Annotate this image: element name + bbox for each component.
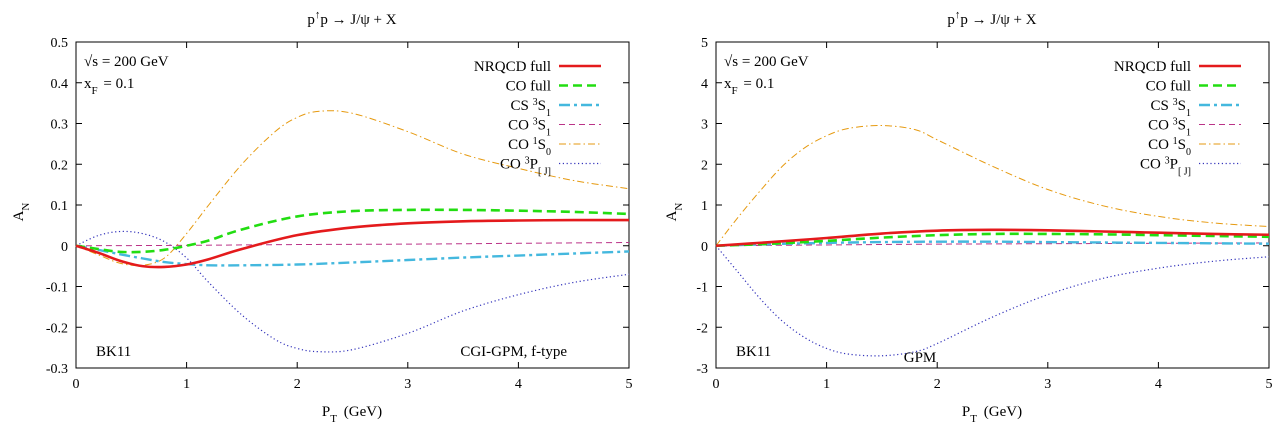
legend-label-5: CO 1S0	[1148, 136, 1191, 158]
y-tick-label: 0	[61, 240, 68, 255]
legend-label-2: CO full	[1146, 79, 1191, 95]
y-tick-label: -0.3	[46, 362, 68, 377]
legend-label-3: CS 3S1	[1151, 97, 1191, 119]
y-tick-label: 0.1	[51, 199, 69, 214]
left-annotation-xf: xF = 0.1	[84, 76, 134, 97]
left-chart-title: p↑p → J/ψ + X	[307, 9, 396, 28]
legend-label-5: CO 1S0	[508, 136, 551, 158]
series-line-3	[75, 244, 630, 267]
x-tick-label: 1	[183, 377, 190, 392]
y-tick-label: 0.4	[51, 77, 69, 92]
legend-label-4: CO 3S1	[1148, 116, 1191, 138]
y-tick-label: 0.2	[51, 158, 69, 173]
series-line-6	[715, 245, 1270, 357]
y-tick-label: 2	[701, 158, 708, 173]
y-tick-label: -2	[696, 321, 708, 336]
left-y-axis-label: AN	[11, 203, 32, 222]
y-tick-label: 3	[701, 118, 708, 133]
right-annotation-xf: xF = 0.1	[724, 76, 774, 97]
left-panel: p↑p → J/ψ + X -0.3 -0.2 -0.1 0 0.1 0.2 0.3 0.4 0…	[11, 9, 633, 425]
x-tick-label: 5	[1266, 377, 1273, 392]
x-tick-label: 2	[294, 377, 301, 392]
left-series-group	[75, 110, 630, 353]
left-x-ticks: 0 1 2 3 4 5	[73, 42, 633, 392]
right-y-ticks: -3 -2 -1 0 1 2 3 4 5	[696, 36, 1269, 377]
legend-label-1: NRQCD full	[1114, 59, 1191, 75]
x-tick-label: 0	[73, 377, 80, 392]
y-tick-label: 5	[701, 36, 708, 51]
series-line-5	[715, 125, 1270, 247]
legend-label-4: CO 3S1	[508, 116, 551, 138]
series-line-3	[715, 240, 1270, 247]
right-annotation-sqrt-s: √s = 200 GeV	[724, 54, 809, 70]
x-tick-label: 5	[626, 377, 633, 392]
left-annotation-bk11: BK11	[96, 344, 131, 360]
legend-label-6: CO 3P[ J]	[1140, 155, 1191, 177]
y-tick-label: 0	[701, 240, 708, 255]
legend-label-2: CO full	[506, 79, 551, 95]
series-line-6	[75, 230, 630, 353]
series-line-2	[75, 208, 630, 254]
left-annotation-sqrt-s: √s = 200 GeV	[84, 54, 169, 70]
y-tick-label: 4	[701, 77, 708, 92]
x-tick-label: 2	[934, 377, 941, 392]
y-tick-label: -0.1	[46, 281, 68, 296]
right-annotation-bk11: BK11	[736, 344, 771, 360]
legend-label-3: CS 3S1	[511, 97, 551, 119]
x-tick-label: 0	[713, 377, 720, 392]
right-x-ticks: 0 1 2 3 4 5	[713, 42, 1273, 392]
left-x-axis-label: PT (GeV)	[322, 404, 382, 425]
y-tick-label: 0.3	[51, 118, 69, 133]
x-tick-label: 1	[823, 377, 830, 392]
right-x-axis-label: PT (GeV)	[962, 404, 1022, 425]
y-tick-label: -3	[696, 362, 708, 377]
series-line-1	[715, 228, 1270, 248]
right-annotation-model: GPM	[904, 350, 937, 366]
right-chart-title: p↑p → J/ψ + X	[947, 9, 1036, 28]
x-tick-label: 4	[515, 377, 522, 392]
x-tick-label: 3	[404, 377, 411, 392]
y-tick-label: 0.5	[51, 36, 69, 51]
y-tick-label: 1	[701, 199, 708, 214]
left-annotation-model: CGI-GPM, f-type	[460, 344, 567, 360]
x-tick-label: 4	[1155, 377, 1162, 392]
series-line-4	[75, 241, 630, 247]
y-tick-label: -0.2	[46, 321, 68, 336]
series-line-1	[75, 218, 630, 269]
legend-label-1: NRQCD full	[474, 59, 551, 75]
legend-label-6: CO 3P[ J]	[500, 155, 551, 177]
right-panel: p↑p → J/ψ + X -3 -2 -1 0 1 2 3 4 5 0 1 2 3 4 5 AN PT …	[664, 9, 1273, 425]
right-y-axis-label: AN	[664, 203, 685, 222]
x-tick-label: 3	[1044, 377, 1051, 392]
right-series-group	[715, 125, 1270, 357]
y-tick-label: -1	[696, 281, 708, 296]
series-line-4	[715, 242, 1270, 247]
